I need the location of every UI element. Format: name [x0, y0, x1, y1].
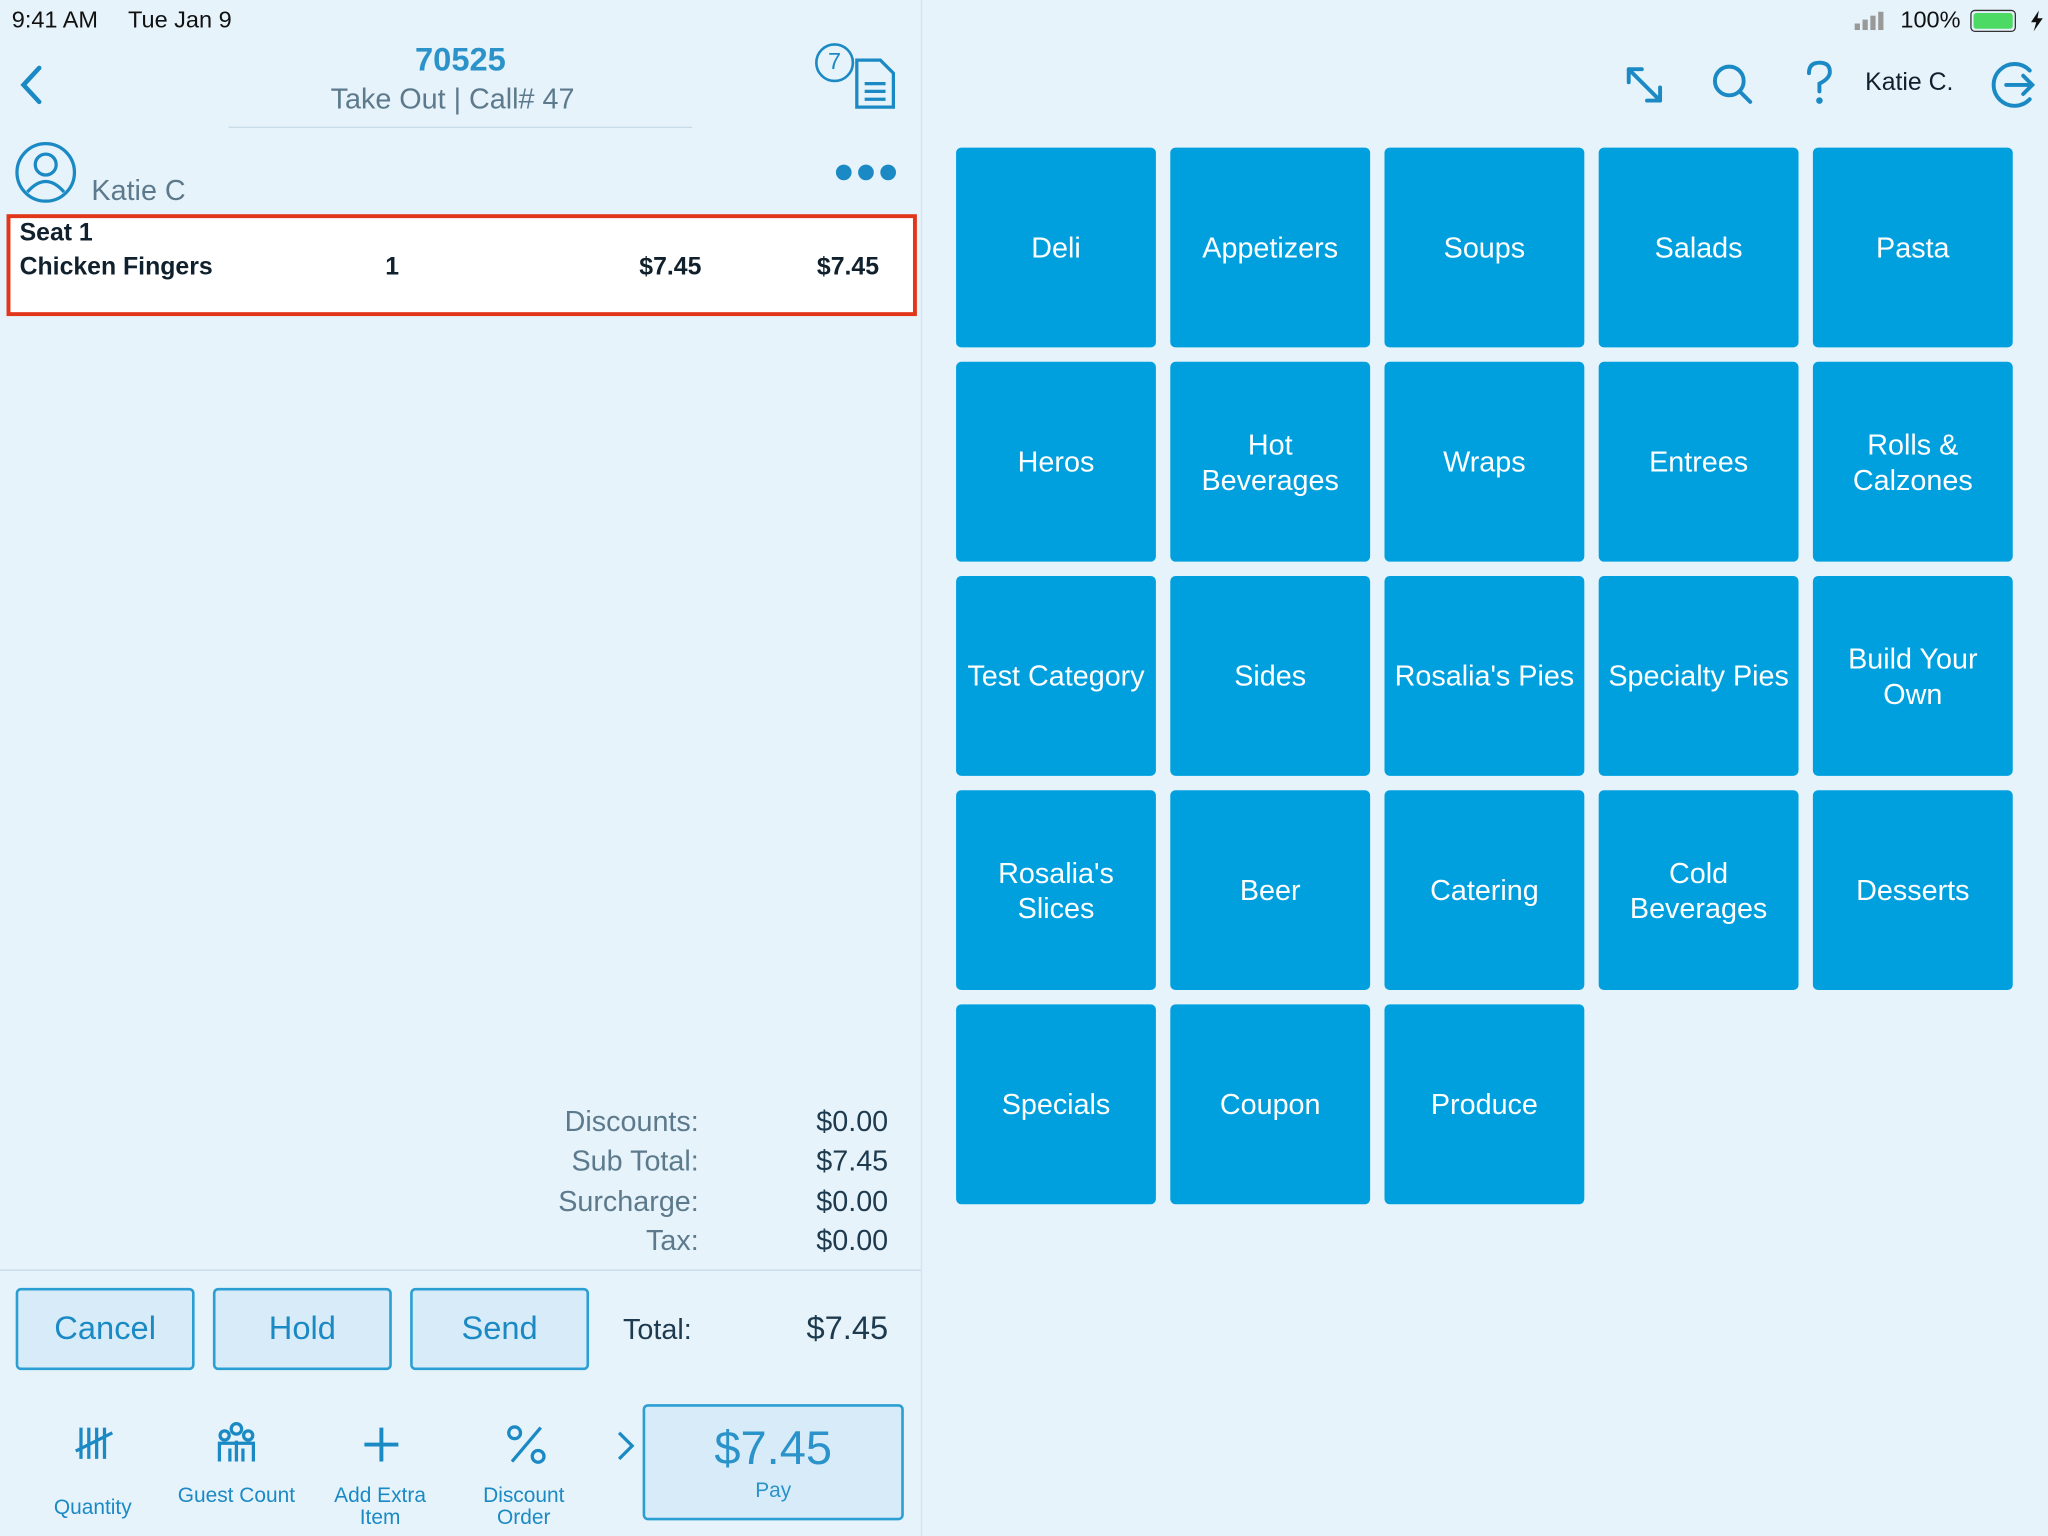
pay-label: Pay [755, 1479, 792, 1503]
category-tile[interactable]: Soups [1384, 147, 1585, 348]
toolbar-icons [75, 1422, 635, 1464]
toolbar-button[interactable]: Add Extra Item [334, 1485, 426, 1530]
category-tile[interactable]: Rosalia's Pies [1384, 575, 1585, 776]
totals-label: Surcharge: [558, 1184, 699, 1218]
pay-button[interactable] [642, 1404, 904, 1521]
category-tile[interactable]: Rolls & Calzones [1812, 361, 2013, 562]
category-tile[interactable]: Entrees [1598, 361, 1799, 562]
toolbar-button[interactable]: Guest Count [177, 1485, 296, 1508]
badge-count: 7 [828, 48, 842, 75]
action-button[interactable]: Send [410, 1287, 590, 1371]
total-label: Total: [623, 1312, 692, 1346]
total-value: $7.45 [806, 1310, 889, 1347]
category-tile[interactable]: Wraps [1384, 361, 1585, 562]
top-icons [1626, 60, 2036, 108]
status-icons [1854, 9, 2043, 32]
more-button[interactable] [831, 159, 904, 185]
customer-name: Katie C [91, 173, 186, 207]
category-tile[interactable]: Rosalia's Slices [956, 790, 1156, 991]
header-divider [228, 126, 693, 128]
totals-label: Discounts: [564, 1104, 699, 1138]
category-tile[interactable]: Desserts [1812, 790, 2013, 991]
category-tile[interactable]: Test Category [956, 575, 1156, 776]
back-button[interactable] [13, 63, 52, 110]
item-qty: 1 [385, 253, 400, 281]
totals-value: $0.00 [816, 1184, 889, 1218]
panel-divider [920, 0, 923, 1536]
category-tile[interactable]: Specials [956, 1004, 1156, 1205]
category-tile[interactable]: Coupon [1170, 1004, 1371, 1205]
order-subtitle: Take Out | Call# 47 [330, 82, 575, 115]
totals-divider [0, 1269, 921, 1271]
category-tile[interactable]: Appetizers [1170, 147, 1371, 348]
totals-label: Sub Total: [571, 1144, 699, 1177]
item-total: $7.45 [816, 253, 880, 281]
receipt-icon[interactable] [812, 42, 901, 113]
status-time: 9:41 AM [11, 6, 99, 33]
action-button[interactable]: Cancel [15, 1287, 195, 1371]
category-tile[interactable]: Hot Beverages [1170, 361, 1371, 562]
totals-label: Tax: [646, 1223, 699, 1257]
customer-icon [15, 142, 77, 203]
category-tile[interactable]: Sides [1170, 575, 1371, 776]
category-tile[interactable]: Beer [1170, 790, 1371, 991]
category-tile[interactable]: Cold Beverages [1598, 790, 1799, 991]
category-tile[interactable]: Salads [1598, 147, 1799, 348]
category-tile[interactable]: Catering [1384, 790, 1585, 991]
category-tile[interactable]: Build Your Own [1812, 575, 2013, 776]
category-tile[interactable]: Deli [956, 147, 1156, 348]
category-tile[interactable]: Pasta [1812, 147, 2013, 348]
order-item[interactable] [6, 214, 917, 317]
category-tile[interactable]: Produce [1384, 1004, 1585, 1205]
totals-value: $0.00 [816, 1104, 889, 1138]
status-date: Tue Jan 9 [127, 6, 232, 33]
item-price: $7.45 [639, 253, 702, 281]
user-name: Katie C. [1865, 69, 1954, 97]
totals-value: $7.45 [816, 1144, 889, 1177]
category-tile[interactable]: Heros [956, 361, 1156, 562]
toolbar-button[interactable]: Quantity [53, 1496, 132, 1520]
totals-value: $0.00 [816, 1223, 889, 1257]
battery-text: 100% [1900, 6, 1961, 33]
action-button[interactable]: Hold [212, 1287, 392, 1371]
category-tile[interactable]: Specialty Pies [1598, 575, 1799, 776]
seat-label: Seat 1 [19, 219, 93, 247]
toolbar-button[interactable]: Discount Order [483, 1485, 565, 1530]
pay-amount: $7.45 [714, 1421, 833, 1475]
order-number: 70525 [414, 41, 506, 79]
item-name: Chicken Fingers [19, 253, 213, 281]
